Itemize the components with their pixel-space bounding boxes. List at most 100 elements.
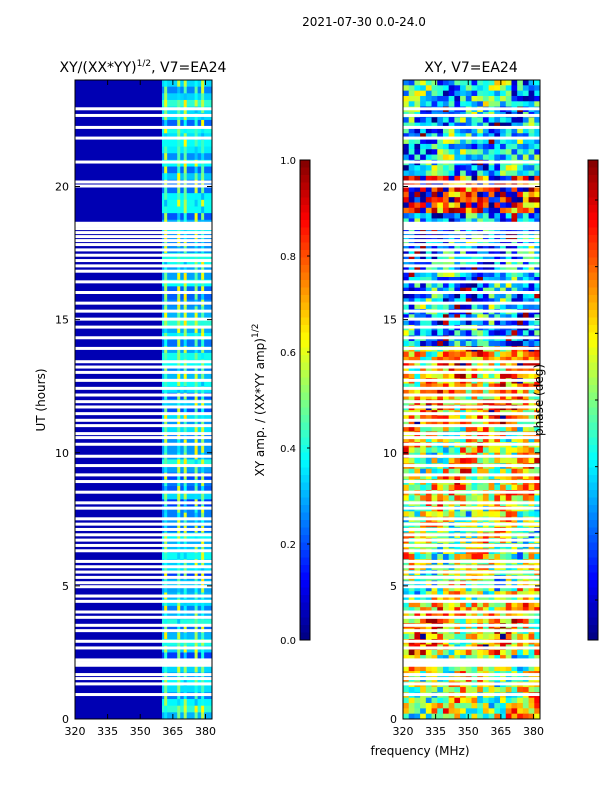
phase-cell <box>437 293 444 299</box>
phase-cell <box>482 340 490 347</box>
phase-cell <box>522 101 530 108</box>
phase-cell <box>511 250 518 257</box>
phase-cell <box>482 484 490 491</box>
phase-cell <box>477 388 484 395</box>
phase-cell <box>511 484 518 491</box>
phase-cell <box>442 319 450 326</box>
amp-colorbar-tick-label: 0.2 <box>280 540 296 551</box>
phase-cell <box>460 143 467 150</box>
phase-cell <box>460 474 467 480</box>
amp-colorbar-step <box>300 460 310 468</box>
phase-cell <box>431 330 438 337</box>
phase-flag-line <box>403 527 540 531</box>
phase-cell <box>500 596 507 603</box>
amp-channel-cell <box>201 379 205 387</box>
amp-flag-line <box>75 506 212 510</box>
phase-cell <box>414 202 421 209</box>
amp-channel-cell <box>201 406 205 414</box>
phase-cell <box>420 154 427 161</box>
amp-flag-line <box>75 501 212 505</box>
phase-cell <box>477 250 484 257</box>
phase-cell <box>431 351 438 358</box>
phase-cell <box>408 655 415 661</box>
phase-cell <box>420 697 427 704</box>
phase-cell <box>408 165 415 172</box>
phase-cell <box>471 420 478 427</box>
phase-colorbar-step <box>588 317 598 326</box>
phase-cell <box>488 415 495 422</box>
amp-channel-cell <box>201 585 205 594</box>
phase-cell <box>505 388 512 395</box>
amp-channel-cell <box>201 486 205 494</box>
amp-band-cell <box>161 426 212 434</box>
phase-cell <box>448 713 455 720</box>
phase-y-tick-label: 5 <box>390 580 397 593</box>
amp-band-cell <box>161 312 212 321</box>
phase-cell <box>500 340 507 347</box>
phase-cell <box>437 687 444 693</box>
phase-cell <box>517 655 524 661</box>
phase-cell <box>477 484 484 491</box>
phase-cell <box>471 713 478 720</box>
phase-cell <box>414 553 421 560</box>
amp-flag-line <box>75 454 212 458</box>
phase-cell <box>448 703 455 709</box>
phase-cell <box>414 245 421 251</box>
phase-cell <box>414 175 421 182</box>
phase-cell <box>471 213 478 219</box>
amp-flag-line <box>75 658 212 662</box>
amp-channel-cell <box>177 139 181 148</box>
amp-channel-cell <box>177 406 181 414</box>
phase-cell <box>454 287 461 294</box>
phase-cell <box>403 426 410 432</box>
amp-flag-line <box>75 365 212 369</box>
phase-cell <box>488 394 495 400</box>
phase-cell <box>420 607 427 613</box>
phase-colorbar-step <box>588 497 598 506</box>
phase-cell <box>488 612 495 619</box>
phase-cell <box>408 356 415 363</box>
phase-cell <box>408 436 415 443</box>
phase-cell <box>431 186 438 193</box>
phase-cell <box>448 553 455 560</box>
amp-x-tick-label: 335 <box>97 725 118 738</box>
phase-cell <box>403 388 410 395</box>
amp-colorbar-step <box>300 197 310 206</box>
phase-cell <box>408 372 415 379</box>
amp-flag-line <box>75 378 212 382</box>
phase-cell <box>431 687 438 693</box>
phase-cell <box>522 484 530 491</box>
phase-cell <box>403 474 410 480</box>
phase-cell <box>528 207 535 214</box>
phase-cell <box>414 127 421 134</box>
amp-band-cell <box>161 153 212 161</box>
phase-cell <box>517 511 524 518</box>
phase-cell <box>414 277 421 283</box>
phase-flag-line <box>403 107 540 111</box>
phase-cell <box>522 420 530 427</box>
phase-cell <box>500 277 507 283</box>
amp-flag-line <box>75 301 212 305</box>
phase-cell <box>494 351 501 358</box>
phase-cell <box>534 468 541 475</box>
phase-cell <box>494 202 501 209</box>
phase-cell <box>511 95 518 102</box>
amp-channel-cell <box>201 665 205 673</box>
phase-cell <box>494 207 501 214</box>
phase-cell <box>488 314 495 321</box>
phase-cell <box>465 298 472 305</box>
phase-cell <box>420 351 427 358</box>
phase-cell <box>477 495 484 502</box>
phase-cell <box>500 207 507 214</box>
phase-cell <box>534 474 541 480</box>
phase-cell <box>408 181 415 187</box>
phase-cell <box>414 372 421 379</box>
phase-cell <box>488 607 495 613</box>
phase-flag-line <box>403 224 540 228</box>
phase-cell <box>403 703 410 709</box>
phase-cell <box>437 362 444 369</box>
amp-colorbar-step <box>300 317 310 326</box>
amp-channel-cell <box>164 206 168 214</box>
phase-cell <box>465 447 472 454</box>
phase-cell <box>454 612 461 619</box>
